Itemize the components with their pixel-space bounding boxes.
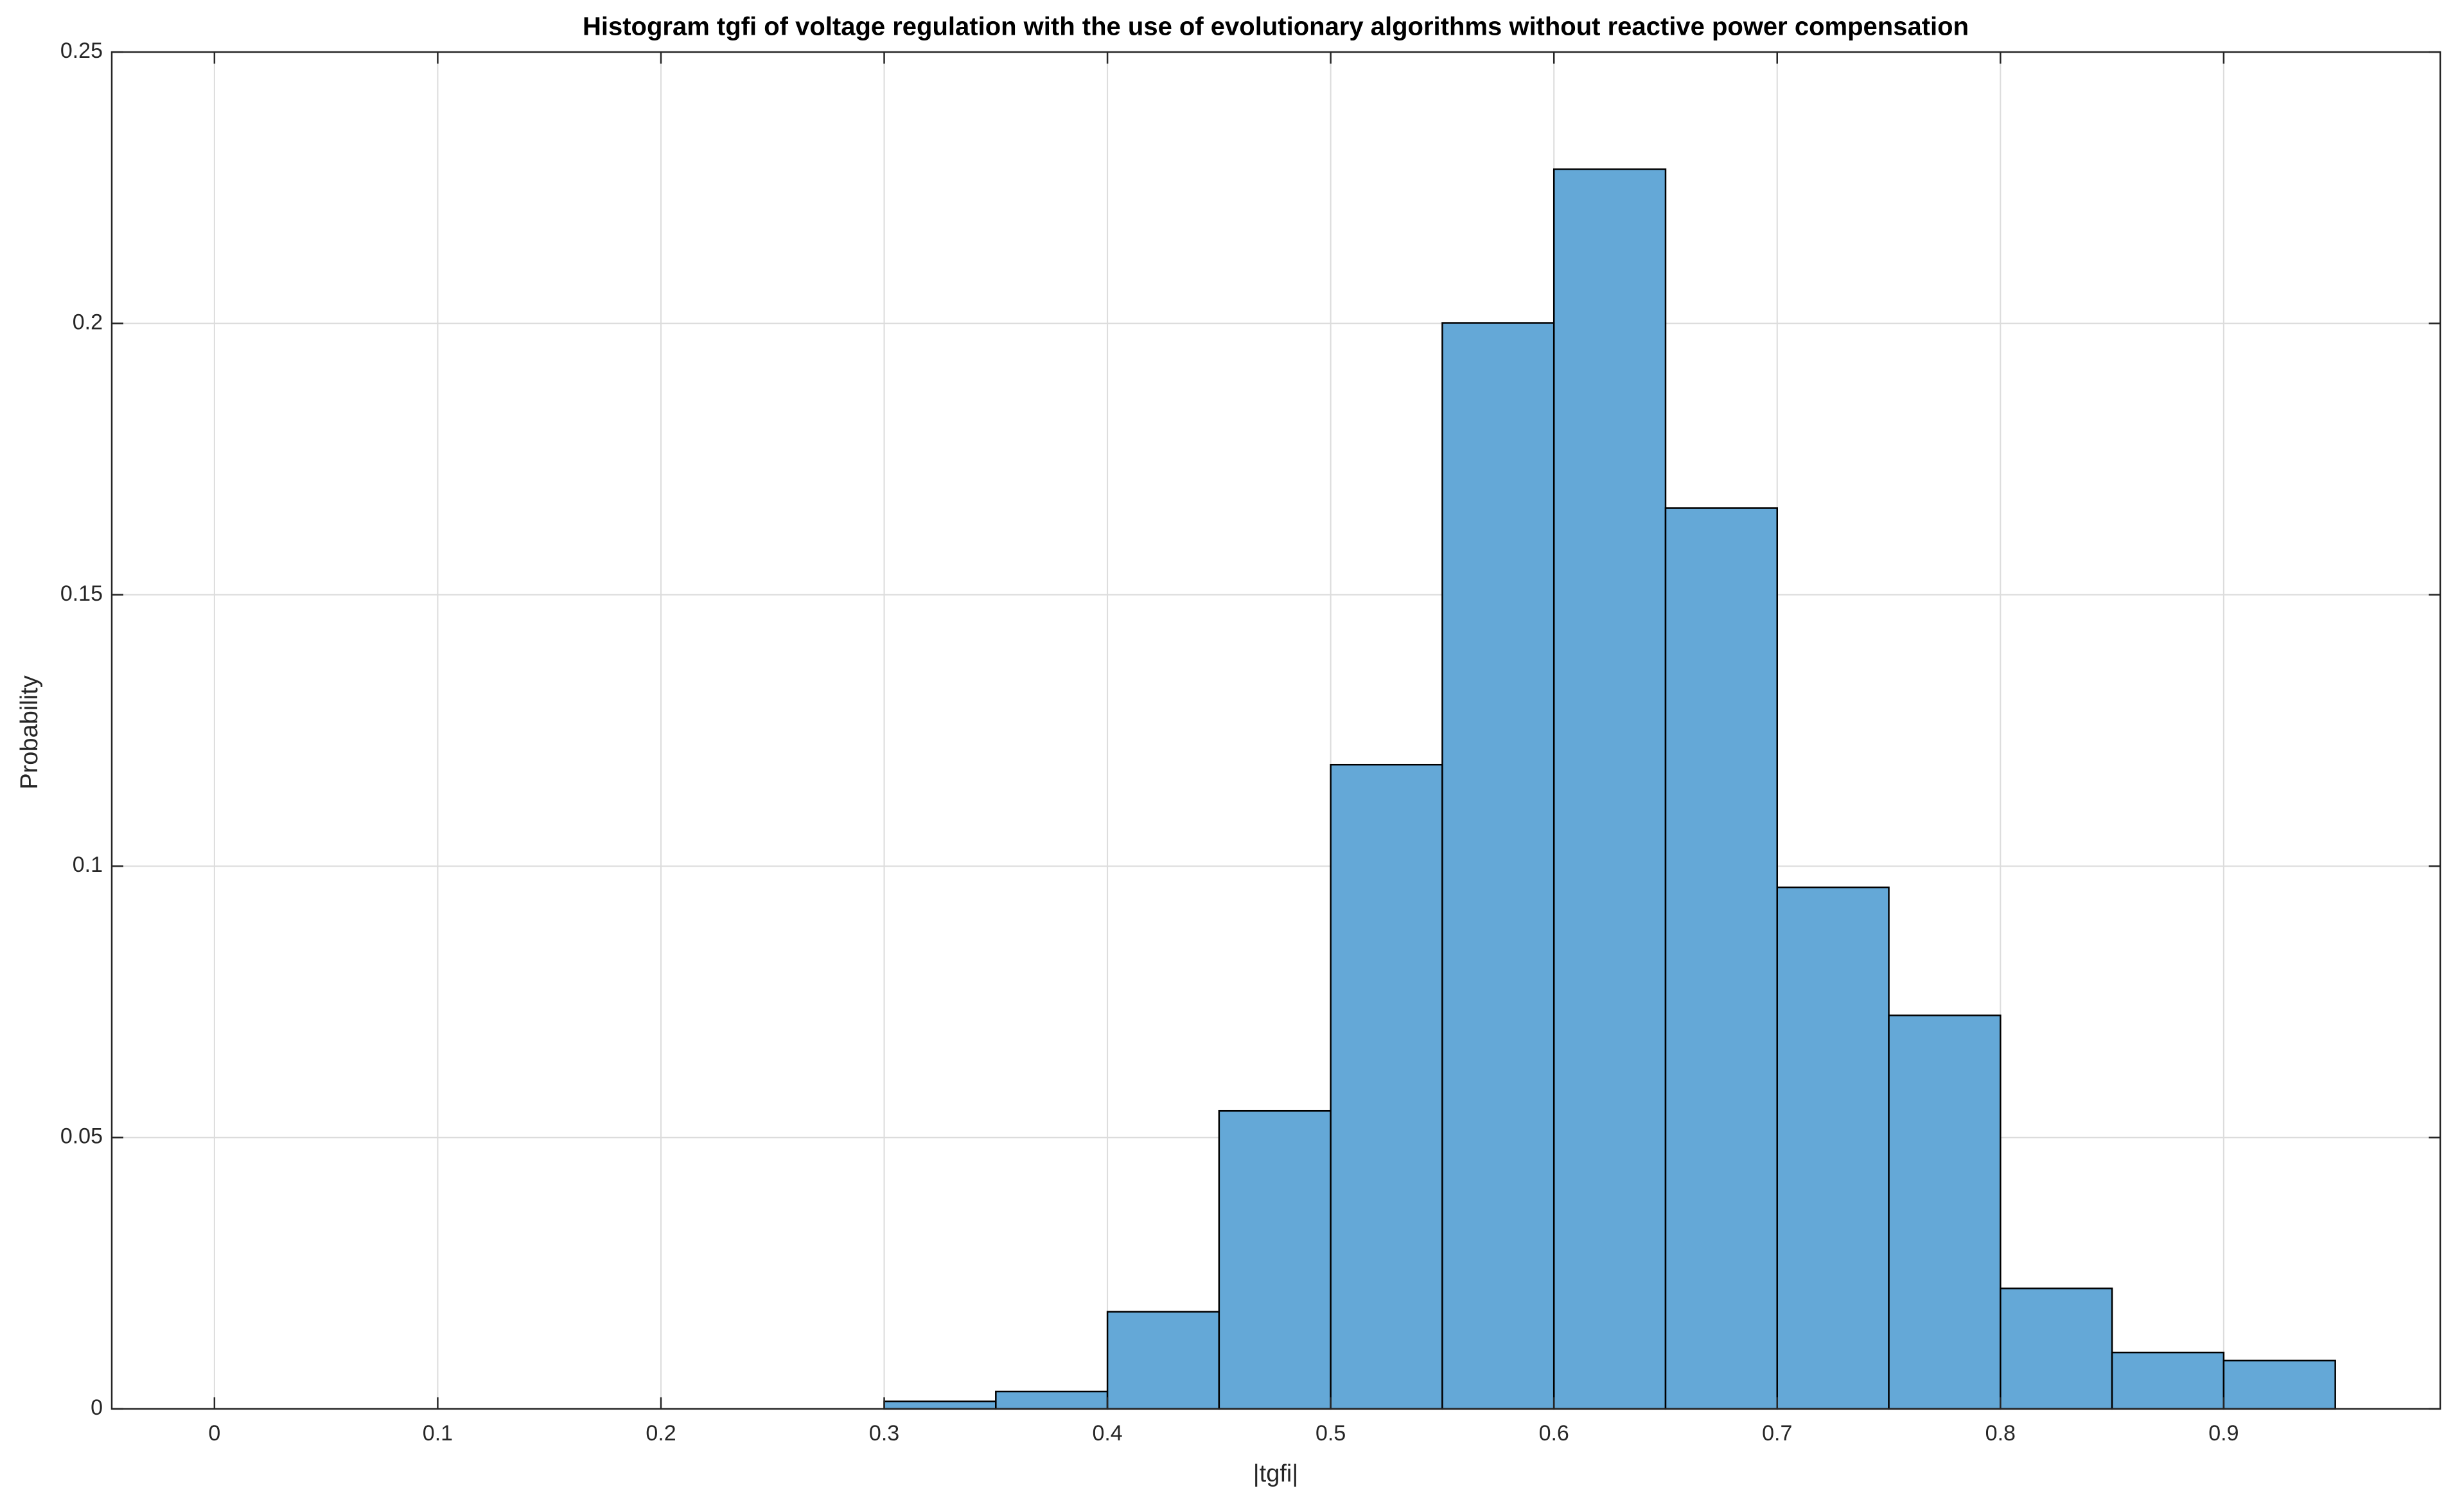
y-tick-label: 0.2 (73, 310, 103, 334)
axis-layer: 0 0.1 0.2 0.3 0.4 0.5 0.6 0.7 0.8 0.9 0 0.05 0.1 0.15… (60, 39, 2442, 1446)
bar (2000, 1287, 2113, 1410)
bar (2222, 1359, 2336, 1410)
y-tick-label: 0.25 (60, 39, 103, 63)
x-tick-label: 0.8 (1985, 1421, 2016, 1446)
bar (1664, 507, 1779, 1410)
x-tick-label: 0.3 (869, 1421, 899, 1446)
x-tick-label: 0.9 (2208, 1421, 2239, 1446)
x-tick-label: 0.7 (1762, 1421, 1792, 1446)
bar (1106, 1311, 1220, 1410)
y-tick-label: 0.1 (73, 853, 103, 877)
x-axis-label: |tgfi| (1253, 1460, 1298, 1487)
y-tick-label: 0.05 (60, 1124, 103, 1149)
x-tick-label: 0.5 (1316, 1421, 1346, 1446)
bar (1330, 763, 1443, 1410)
bar (995, 1390, 1109, 1410)
x-tick-label: 0.1 (423, 1421, 453, 1446)
bar (883, 1400, 997, 1410)
bar (1441, 322, 1555, 1410)
bar (1776, 886, 1890, 1410)
y-tick-label: 0 (91, 1395, 103, 1420)
bar (1218, 1110, 1332, 1410)
chart-title: Histogram tgfi of voltage regulation wit… (583, 13, 1969, 41)
x-tick-label: 0.4 (1092, 1421, 1122, 1446)
bar (2111, 1351, 2225, 1410)
bar (1888, 1014, 2002, 1410)
plot-frame (110, 51, 2442, 1410)
x-tick-label: 0.2 (646, 1421, 676, 1446)
y-tick-label: 0.15 (60, 581, 103, 606)
x-tick-label: 0 (208, 1421, 220, 1446)
x-tick-label: 0.6 (1539, 1421, 1569, 1446)
bar (1553, 168, 1667, 1410)
y-axis-label: Probability (16, 675, 43, 789)
bar-layer (883, 168, 2336, 1410)
